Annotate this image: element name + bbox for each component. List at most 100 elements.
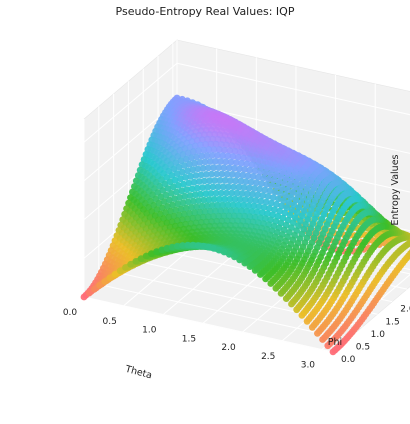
surface-point: [204, 164, 212, 172]
surface-point: [308, 323, 316, 331]
surface-point: [164, 185, 172, 192]
surface-point: [259, 192, 267, 199]
surface-point: [275, 178, 283, 186]
surface-point: [174, 242, 181, 250]
surface-point: [238, 207, 245, 215]
surface-point: [248, 161, 256, 169]
surface-point: [186, 160, 193, 168]
surface-point: [188, 204, 195, 211]
surface-point: [178, 187, 186, 195]
surface-point: [189, 166, 197, 174]
surface-point: [160, 198, 168, 205]
x-tick-label: 2.5: [261, 352, 275, 362]
surface-point: [265, 175, 272, 183]
surface-point: [234, 153, 242, 161]
surface-point: [265, 205, 273, 212]
surface-point: [238, 159, 245, 167]
surface-point: [197, 141, 204, 149]
surface-point: [251, 185, 258, 192]
surface-point: [218, 170, 226, 178]
surface-point: [229, 153, 237, 160]
surface-point: [163, 244, 171, 252]
surface-point: [181, 192, 189, 200]
surface-point: [271, 206, 278, 214]
surface-point: [217, 189, 225, 197]
surface-point: [226, 147, 234, 155]
surface-point: [206, 158, 214, 165]
surface-point: [213, 170, 221, 178]
surface-point: [241, 196, 249, 204]
surface-point: [292, 196, 300, 204]
surface-point: [261, 186, 269, 194]
y-tick-label: 0.0: [341, 355, 356, 365]
surface-point: [238, 190, 246, 197]
surface-point: [181, 210, 188, 218]
surface-point: [269, 194, 277, 202]
surface-point: [329, 348, 337, 356]
surface-point: [184, 241, 192, 249]
surface-point: [314, 330, 321, 337]
surface-point: [186, 210, 194, 217]
surface-point: [223, 141, 230, 149]
surface-point: [231, 253, 238, 261]
surface-point: [254, 173, 262, 181]
surface-point: [260, 204, 268, 211]
surface-point: [240, 201, 247, 209]
surface-point: [271, 188, 279, 196]
surface-point: [184, 198, 192, 206]
grid-line-floor-phi: [98, 283, 348, 340]
surface-point: [255, 203, 263, 211]
surface-point: [80, 293, 88, 301]
surface-point: [199, 136, 206, 144]
x-tick-label: 0.5: [102, 317, 116, 327]
surface-point: [220, 164, 228, 172]
surface-point: [169, 201, 177, 209]
surface-point: [267, 280, 275, 287]
surface-point: [184, 149, 192, 157]
surface-point: [214, 152, 221, 159]
surface-point: [212, 140, 220, 148]
surface-point: [230, 165, 238, 172]
surface-point: [190, 197, 197, 205]
surface-point: [175, 211, 183, 219]
surface-point: [215, 146, 223, 154]
surface-point: [244, 172, 252, 180]
surface-point: [266, 187, 274, 195]
surface-point: [212, 158, 219, 165]
surface-point: [193, 153, 201, 161]
x-tick-label: 1.5: [182, 334, 196, 344]
surface-point: [196, 208, 204, 216]
surface-point: [182, 174, 190, 181]
surface-point: [208, 152, 216, 159]
surface-point: [186, 192, 194, 199]
y-axis-label: Phi: [328, 337, 342, 348]
surface-point: [219, 201, 227, 209]
surface-point: [222, 158, 230, 166]
surface-point: [239, 171, 247, 179]
surface-point: [222, 207, 230, 215]
grid-line-floor-phi: [83, 296, 334, 353]
surface-point: [194, 165, 202, 173]
surface-point: [214, 201, 221, 209]
surface-point: [217, 207, 225, 215]
surface-point: [258, 209, 266, 217]
surface-point: [231, 147, 239, 155]
surface-point: [229, 201, 237, 209]
surface-point: [215, 164, 223, 172]
surface-point: [246, 166, 254, 174]
grid-line-wall-z: [83, 62, 178, 143]
surface-point: [263, 181, 271, 188]
surface-point: [167, 207, 175, 215]
surface-point: [182, 204, 190, 212]
surface-point: [216, 195, 223, 203]
surface-point: [272, 284, 280, 292]
surface-point: [191, 142, 199, 150]
x-tick-label: 1.0: [142, 326, 157, 336]
surface-point: [262, 169, 269, 177]
surface-point: [205, 196, 213, 204]
x-tick-label: 0.0: [63, 308, 78, 318]
surface-point: [264, 193, 272, 200]
surface-point: [257, 197, 265, 205]
surface-point: [248, 208, 256, 215]
tick-labels: 0.00.51.01.52.02.53.00.00.51.01.52.02.53…: [63, 305, 410, 371]
